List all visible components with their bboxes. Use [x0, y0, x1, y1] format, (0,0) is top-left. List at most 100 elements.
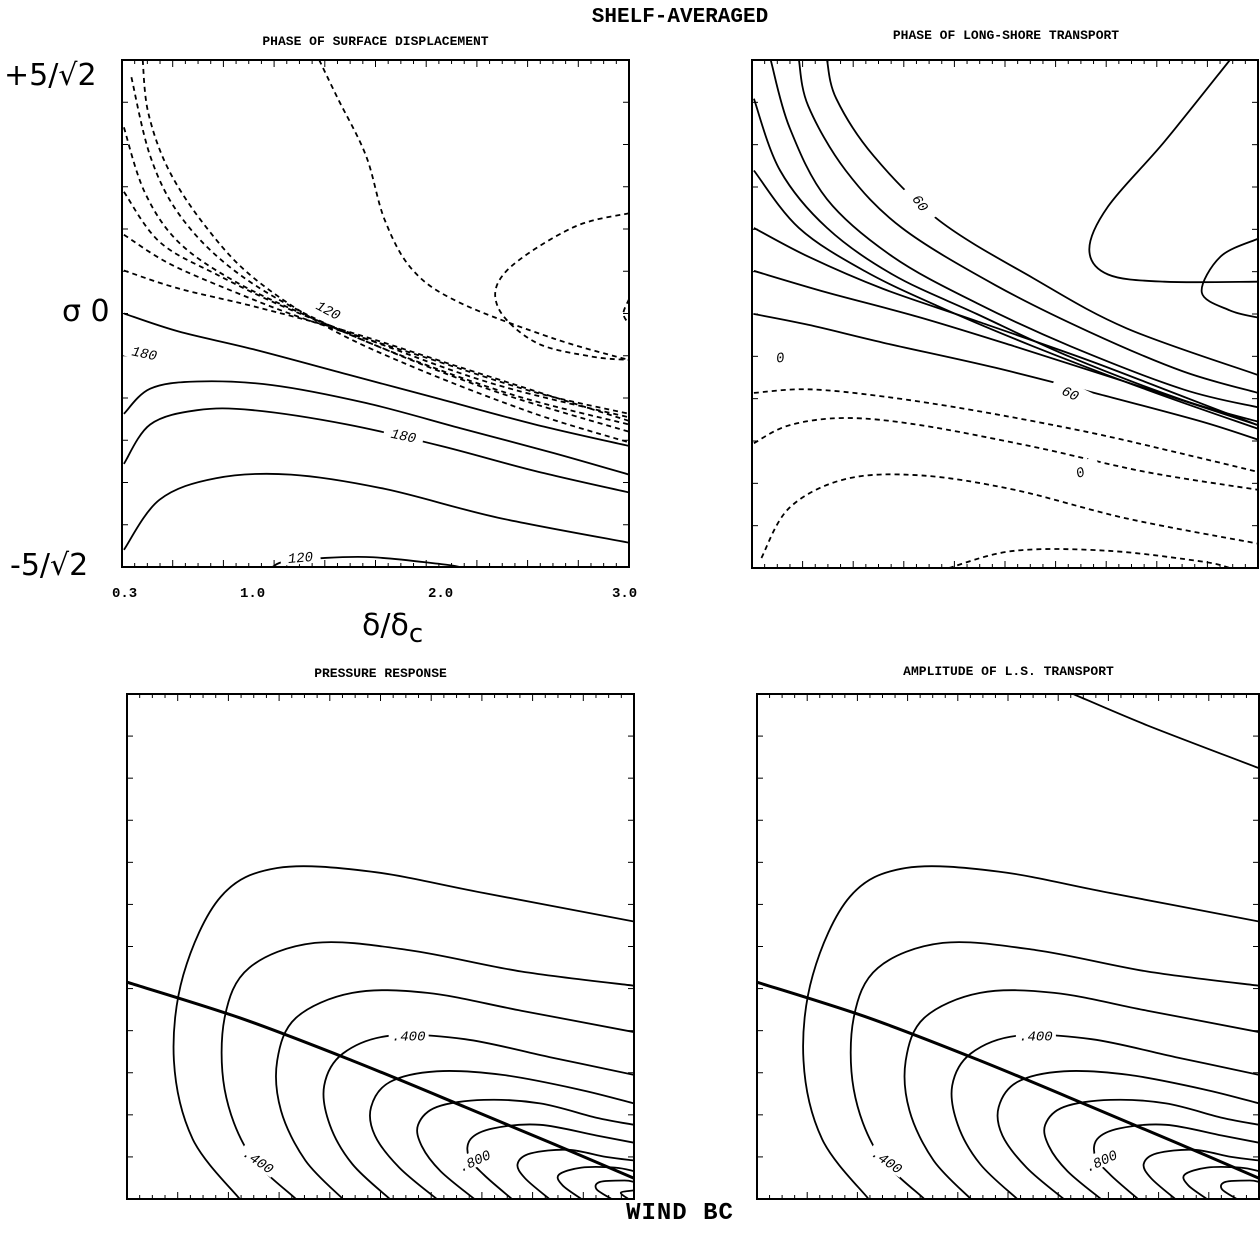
panel-title-surface-phase: PHASE OF SURFACE DISPLACEMENT: [262, 34, 489, 49]
contour-line: [220, 941, 634, 1199]
contour-label: 60: [903, 181, 940, 224]
x-tick-label: 3.0: [612, 586, 638, 602]
plot-frame: [751, 59, 1259, 569]
x-tick-label: 2.0: [428, 586, 454, 602]
contour-line: [1072, 694, 1259, 770]
contour-label: 60: [1049, 376, 1093, 408]
contour-label-bg: [238, 1141, 280, 1178]
panel-title-transport-phase: PHASE OF LONG-SHORE TRANSPORT: [892, 28, 1120, 43]
contour-label-text: .400: [1019, 1030, 1053, 1046]
y-axis-top-label: +5/√2: [4, 58, 97, 93]
dashed-contour-line: [753, 417, 1258, 491]
contour-line: [516, 1148, 634, 1199]
contour-line: [123, 407, 629, 494]
contour-line: [619, 1189, 634, 1199]
x-axis-label-main: δ/δ: [362, 608, 409, 643]
dashed-contour-line: [123, 233, 629, 415]
contour-label-text: .400: [392, 1030, 426, 1046]
panel-title-amplitude: AMPLITUDE OF L.S. TRANSPORT: [903, 664, 1114, 679]
panel-title-pressure: PRESSURE RESPONSE: [314, 666, 447, 681]
x-tick-label: 1.0: [240, 586, 266, 602]
contour-line: [123, 312, 629, 447]
chart-longshore-transport-phase: 60 0 60 0: [751, 59, 1259, 569]
dashed-contour-line: [318, 60, 629, 361]
contour-line: [466, 1123, 634, 1199]
dashed-contour-line: [494, 212, 629, 361]
contour-label-bg: [279, 546, 321, 566]
contour-line: [123, 472, 629, 551]
contour-line: [1200, 237, 1258, 319]
contour-label-bg: [452, 1143, 496, 1176]
contour-line: [1182, 1166, 1259, 1199]
contour-label: 180: [123, 339, 166, 365]
plot-frame: [121, 59, 630, 568]
contour-label: .400: [866, 1141, 909, 1178]
contour-line: [802, 865, 1259, 1199]
contour-label-bg: [758, 344, 802, 368]
contour-label-bg: [903, 181, 940, 224]
contour-line: [123, 380, 629, 476]
contour-line: [416, 1098, 634, 1199]
contour-label-bg: [382, 422, 426, 447]
dashed-contour-line: [123, 269, 629, 422]
contour-label: 180: [382, 422, 426, 448]
contour-line: [369, 1070, 634, 1199]
contour-line: [1043, 1098, 1259, 1199]
contour-line: [1093, 1123, 1259, 1199]
contour-line: [950, 1033, 1259, 1199]
dashed-contour-line: [760, 473, 1258, 559]
contour-label-text: 120: [287, 550, 314, 568]
contour-line: [996, 1070, 1259, 1199]
chart-amplitude-ls-transport: .400 .400 .800: [756, 693, 1260, 1200]
contour-label-bg: [123, 339, 166, 364]
contour-label-text: 180: [130, 344, 158, 365]
contour-label-text: 60: [1059, 384, 1081, 406]
contour-label-bg: [1079, 1143, 1123, 1176]
x-axis-label: δ/δc: [362, 608, 423, 649]
contour-line: [172, 865, 634, 1199]
contour-line: [556, 1166, 634, 1199]
chart-surface-displacement-phase: 120 180 180 120: [121, 59, 630, 568]
contour-label: .800: [452, 1143, 496, 1177]
x-axis-label-sub: c: [408, 619, 424, 649]
y-axis-bottom-label: -5/√2: [10, 548, 89, 583]
contour-line: [753, 227, 1258, 427]
dashed-contour-line: [948, 548, 1231, 568]
contour-line: [753, 313, 1258, 441]
dashed-contour-line: [141, 60, 629, 444]
dashed-contour-line: [622, 298, 629, 325]
dashed-contour-line: [753, 388, 1258, 473]
contour-line: [798, 60, 1258, 394]
contour-label: 120: [279, 546, 321, 568]
dashed-contour-line: [123, 127, 629, 426]
contour-label-bg: [1049, 376, 1093, 408]
contour-label: .400: [1015, 1026, 1056, 1046]
contour-line: [769, 60, 1258, 409]
x-tick-label: 0.3: [112, 586, 138, 602]
contour-line: [322, 1033, 634, 1199]
contour-label-bg: [866, 1141, 909, 1178]
heavy-contour-line: [127, 980, 634, 1180]
contour-line: [594, 1179, 634, 1199]
contour-line: [826, 60, 1258, 376]
figure-title: SHELF-AVERAGED: [591, 6, 769, 29]
contour-line: [1088, 60, 1258, 284]
contour-line: [849, 941, 1259, 1199]
contour-label: 120: [307, 292, 351, 326]
contour-label-text: 0: [775, 350, 786, 367]
dashed-contour-line: [130, 76, 629, 433]
contour-label: .400: [388, 1026, 429, 1046]
contour-label-bg: [388, 1026, 429, 1043]
contour-label-bg: [1015, 1026, 1056, 1043]
contour-line: [1220, 1179, 1259, 1199]
contour-label-bg: [307, 292, 351, 326]
contour-line: [1142, 1148, 1259, 1199]
contour-label-text: 60: [908, 192, 931, 215]
contour-label-text: 180: [389, 427, 417, 448]
contour-label-bg: [1058, 456, 1102, 486]
chart-pressure-response: .400 .400 .800: [126, 693, 635, 1200]
figure-bottom-title: WIND BC: [626, 1200, 734, 1227]
heavy-contour-line: [757, 980, 1259, 1180]
contour-label: 0: [758, 344, 802, 368]
contour-label: 0: [1058, 456, 1102, 486]
